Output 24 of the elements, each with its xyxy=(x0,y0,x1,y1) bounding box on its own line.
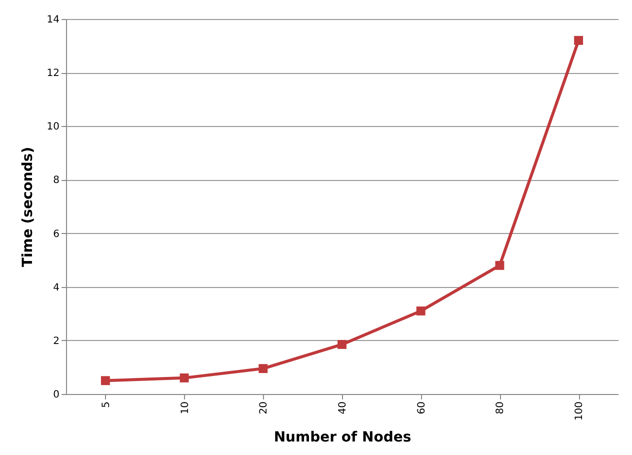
x-axis-title: Number of Nodes xyxy=(274,430,412,446)
x-tick-label: 80 xyxy=(495,402,506,414)
y-axis-title: Time (seconds) xyxy=(20,146,36,268)
y-tick-label: 6 xyxy=(53,228,60,240)
x-tick-label: 60 xyxy=(416,402,428,414)
y-tick-label: 12 xyxy=(46,68,60,80)
x-tick-label: 20 xyxy=(258,402,270,414)
x-tick-label: 5 xyxy=(100,402,112,408)
x-tick-label: 10 xyxy=(180,402,191,414)
point xyxy=(495,260,504,270)
point xyxy=(100,376,110,386)
y-tick-label: 2 xyxy=(53,336,60,347)
y-tick-label: 8 xyxy=(53,175,60,186)
y-tick-label: 0 xyxy=(53,390,60,400)
y-tick-label: 4 xyxy=(53,282,60,294)
point xyxy=(338,340,346,349)
x-tick-label: 100 xyxy=(574,402,586,421)
y-tick-label: 10 xyxy=(46,122,60,133)
point xyxy=(180,373,189,382)
x-tick-label: 40 xyxy=(338,402,348,414)
y-tick-label: 14 xyxy=(46,14,60,26)
point xyxy=(574,36,584,45)
point xyxy=(258,364,268,374)
point xyxy=(416,306,426,316)
